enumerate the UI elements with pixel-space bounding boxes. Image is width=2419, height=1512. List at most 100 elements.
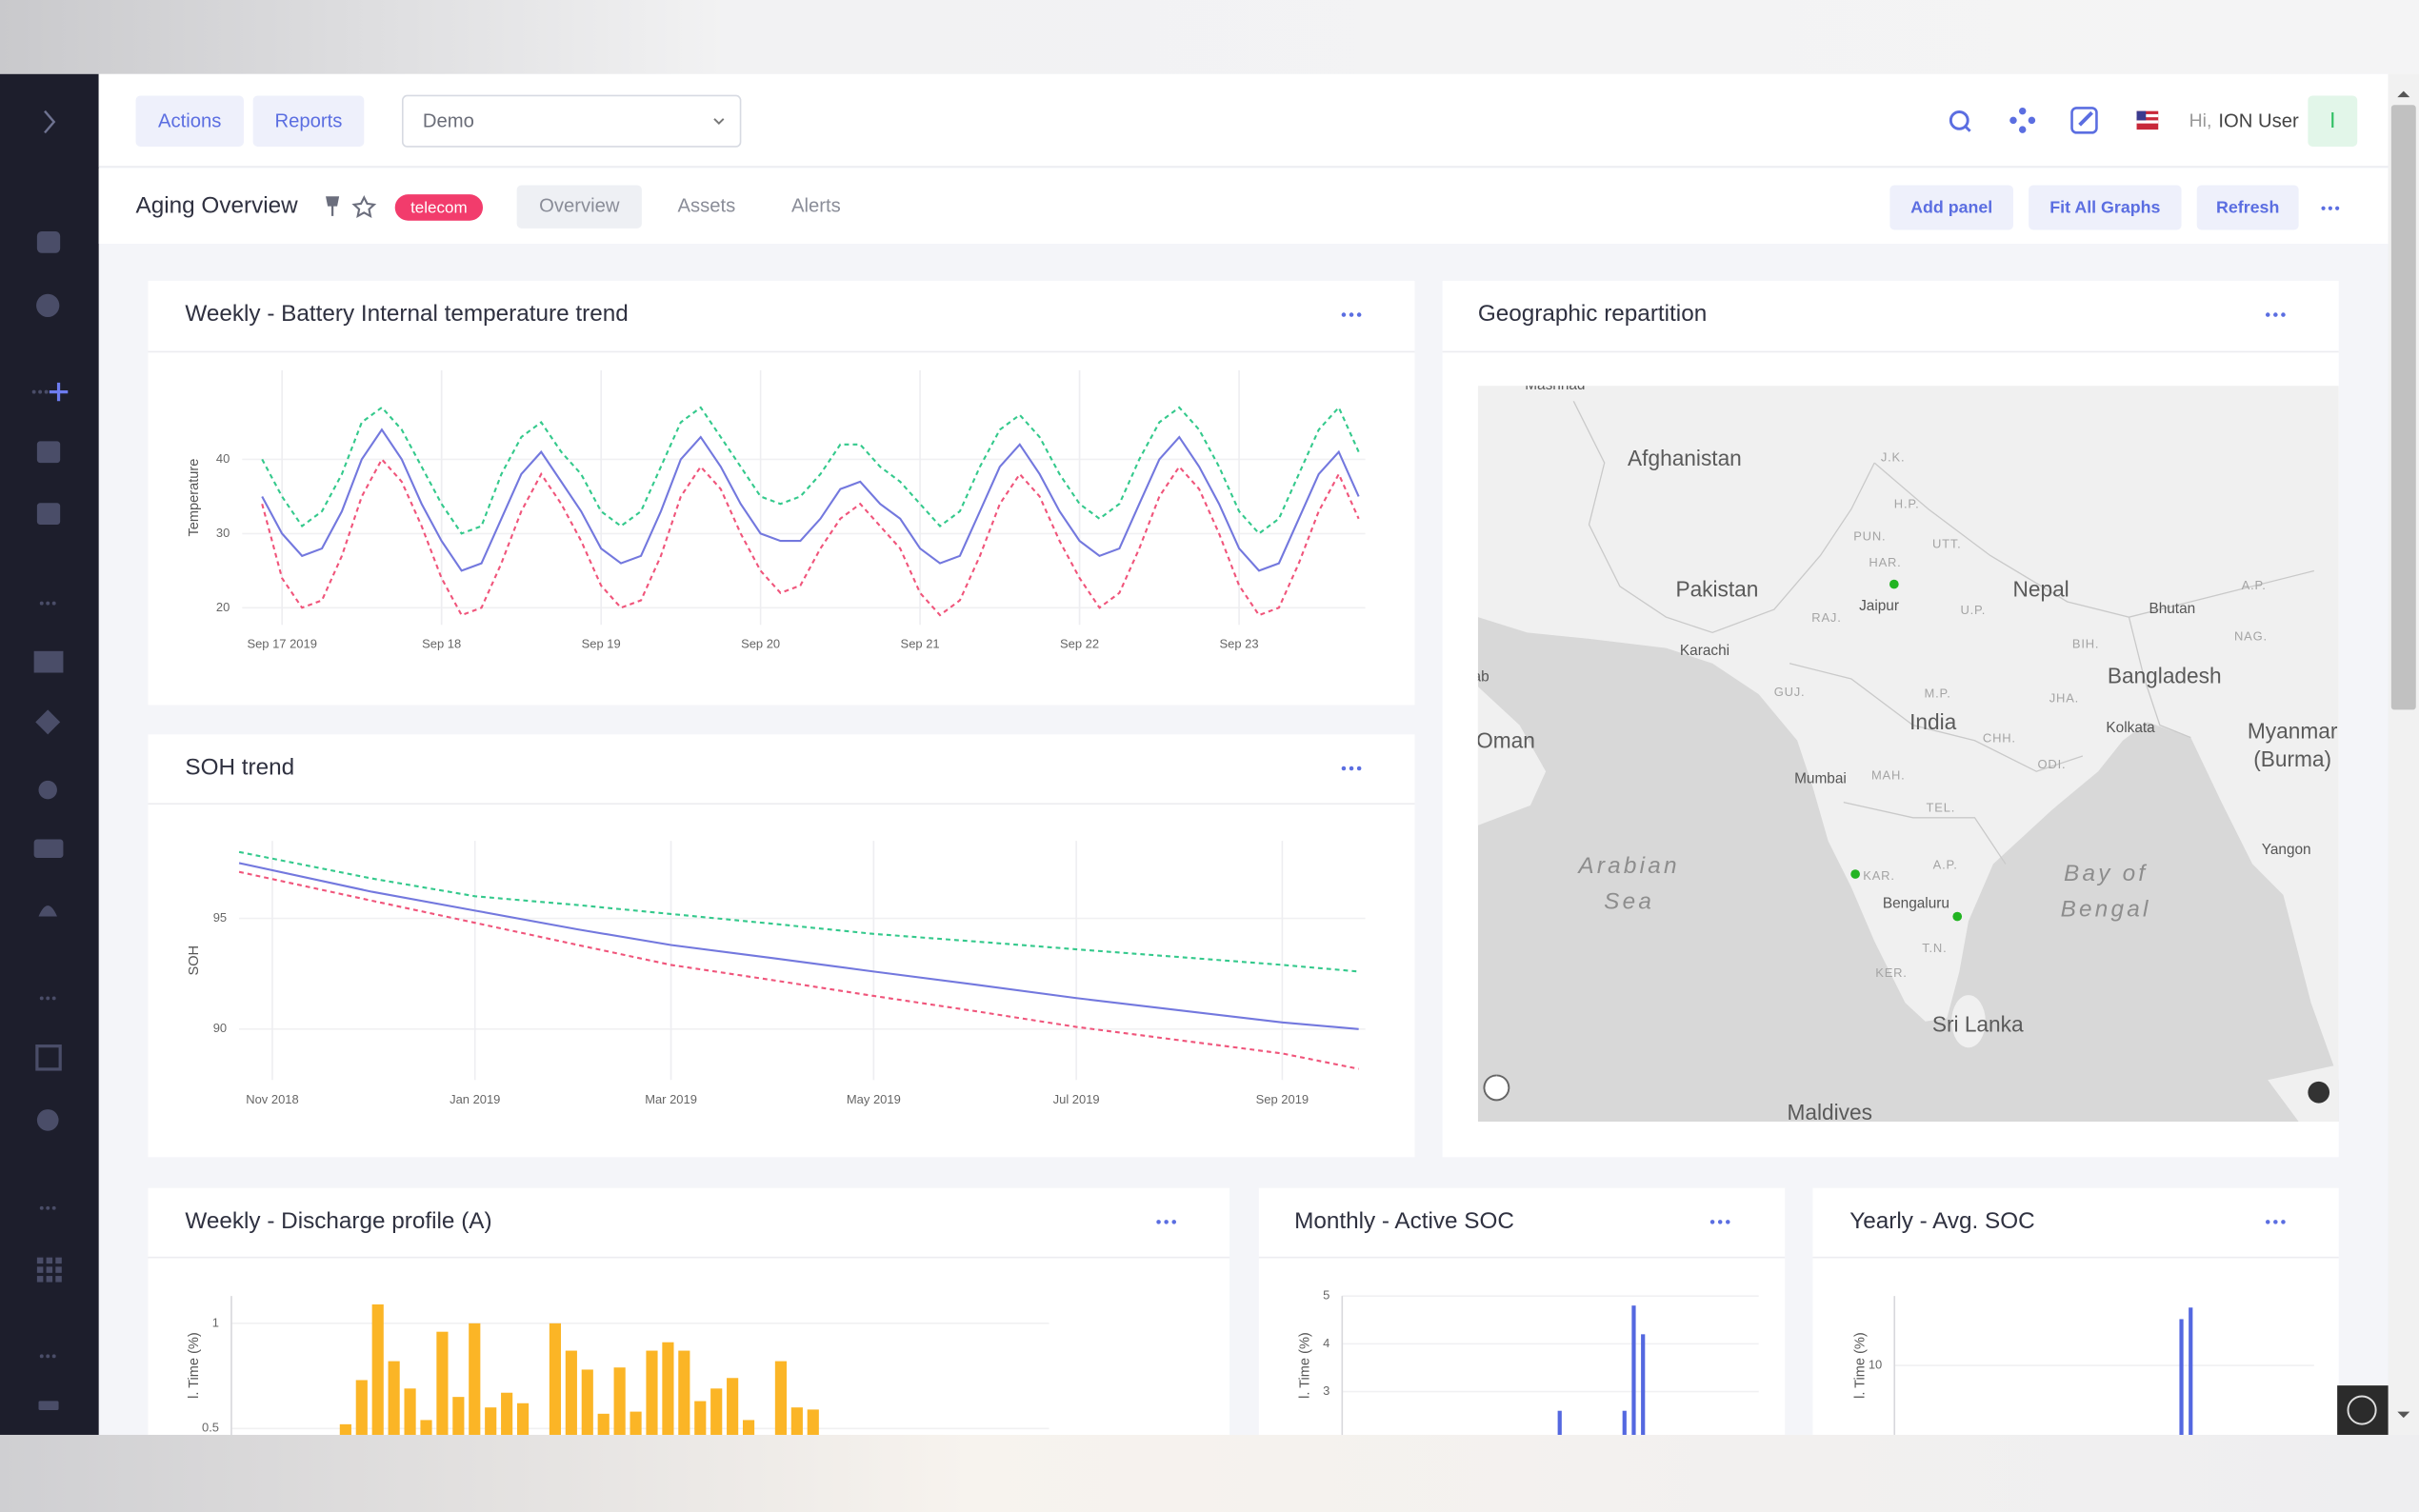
map-label: Maldives [1787, 1100, 1871, 1124]
map-label: NAG. [2234, 629, 2268, 644]
y-axis-label: l. Time (%) [1297, 1332, 1312, 1399]
map-label: A.P. [1933, 857, 1958, 871]
map-label: ODI. [2038, 757, 2067, 771]
greeting: Hi, [2189, 110, 2212, 131]
nav-item[interactable] [37, 503, 60, 525]
map-label: H.P. [1894, 496, 1920, 510]
nav-apps[interactable] [37, 1258, 62, 1283]
nav-item[interactable] [38, 781, 56, 799]
map-label: Bhutan [2149, 601, 2195, 617]
panel-menu[interactable] [1710, 1220, 1730, 1224]
map-label: KAR. [1863, 868, 1894, 883]
panel [149, 734, 1415, 1157]
y-tick-label: 3 [1323, 1383, 1329, 1398]
y-axis-label: SOH [187, 945, 202, 976]
panel-title: Weekly - Discharge profile (A) [185, 1208, 491, 1234]
x-tick-label: Mar 2019 [645, 1092, 697, 1106]
panel-menu[interactable] [2266, 312, 2286, 317]
button-label: Actions [158, 110, 221, 131]
map-label: RAJ. [1811, 610, 1841, 625]
y-tick-label: 0.5 [202, 1421, 219, 1435]
y-tick-label: 1 [212, 1315, 219, 1329]
panel-menu[interactable] [1156, 1220, 1176, 1224]
y-axis-label: l. Time (%) [187, 1332, 202, 1399]
nav-item[interactable] [34, 840, 64, 858]
tab[interactable]: Assets [678, 195, 736, 216]
panel-title: Monthly - Active SOC [1294, 1208, 1514, 1234]
nav-home[interactable] [37, 231, 60, 253]
y-tick-label: 90 [213, 1021, 227, 1035]
button-label: Add panel [1910, 197, 1992, 216]
tab[interactable]: Overview [539, 195, 620, 216]
map-label: Bengaluru [1883, 896, 1949, 912]
x-tick-label: Sep 21 [901, 637, 940, 651]
y-tick-label: 40 [216, 451, 230, 466]
x-tick-label: Sep 20 [741, 637, 780, 651]
y-tick-label: 10 [1869, 1357, 1882, 1371]
panel-menu[interactable] [1342, 766, 1362, 771]
map-label: KER. [1875, 965, 1907, 980]
button-label: Fit All Graphs [2049, 197, 2160, 216]
nav-item[interactable] [37, 441, 60, 463]
map-label: Kolkata [2106, 720, 2155, 736]
language-flag[interactable] [2137, 111, 2159, 129]
map-label: Sea [1604, 888, 1654, 914]
map-label: Myanmar [2248, 719, 2338, 744]
map-label: UTT. [1932, 536, 1962, 550]
top-bar: Actions Reports Demo Hi, ION User I [99, 74, 2389, 167]
user-name[interactable]: ION User [2218, 110, 2299, 131]
avatar-initial: I [2329, 108, 2335, 132]
map-label: JHA. [2049, 690, 2079, 705]
more-menu[interactable] [2321, 207, 2339, 210]
panel-menu[interactable] [1342, 312, 1362, 317]
page-title: Aging Overview [136, 193, 299, 219]
page-header: Aging Overview telecom Overview Assets A… [99, 169, 2389, 244]
y-tick-label: 95 [213, 910, 227, 925]
y-tick-label: 4 [1323, 1336, 1329, 1350]
map-label: T.N. [1922, 941, 1947, 955]
button-label: Refresh [2216, 197, 2279, 216]
x-tick-label: Sep 2019 [1256, 1092, 1309, 1106]
x-tick-label: Sep 22 [1060, 637, 1099, 651]
map-label: CHH. [1983, 731, 2016, 746]
map-label: MAH. [1871, 767, 1906, 782]
nav-explore[interactable] [36, 294, 59, 317]
map-label: Bay of [2064, 861, 2148, 886]
x-tick-label: Nov 2018 [246, 1092, 298, 1106]
map-marker [1850, 869, 1860, 879]
scrollbar[interactable] [2389, 74, 2419, 1435]
y-tick-label: 5 [1323, 1288, 1329, 1303]
map-label: PUN. [1853, 528, 1886, 543]
x-tick-label: Jan 2019 [450, 1092, 500, 1106]
map-label: Pakistan [1675, 577, 1758, 602]
panel-menu[interactable] [2266, 1220, 2286, 1224]
map-label: Jaipur [1859, 598, 1899, 614]
map-label: J.K. [1881, 450, 1906, 465]
window-edge [0, 1435, 2419, 1512]
panel-title: Yearly - Avg. SOC [1849, 1208, 2034, 1234]
chat-widget[interactable] [2337, 1385, 2388, 1435]
map-label: Arabian [1576, 853, 1679, 879]
map-label: Oman [1476, 727, 1535, 752]
panel-title: Geographic repartition [1478, 301, 1707, 327]
nav-item[interactable] [34, 651, 64, 673]
y-axis-label: Temperature [187, 459, 202, 537]
select-value: Demo [423, 110, 474, 131]
y-tick-label: 20 [216, 600, 230, 614]
map-label: TEL. [1927, 801, 1956, 815]
map-label: A.P. [2242, 578, 2267, 592]
map-label: M.P. [1924, 686, 1950, 701]
x-tick-label: Sep 19 [582, 637, 621, 651]
nav-item[interactable] [37, 1109, 59, 1131]
map-label: Nepal [2013, 577, 2069, 602]
tab[interactable]: Alerts [791, 195, 841, 216]
tag-label: telecom [410, 198, 468, 216]
sidebar [0, 74, 99, 1435]
map-label: Bangladesh [2108, 663, 2222, 687]
map-label: Sri Lanka [1932, 1012, 2024, 1037]
map[interactable]: MashhadAfghanistanPakistanNepalBhutanBan… [1473, 377, 2339, 1124]
x-tick-label: Jul 2019 [1053, 1092, 1100, 1106]
map-label: BIH. [2072, 637, 2099, 651]
